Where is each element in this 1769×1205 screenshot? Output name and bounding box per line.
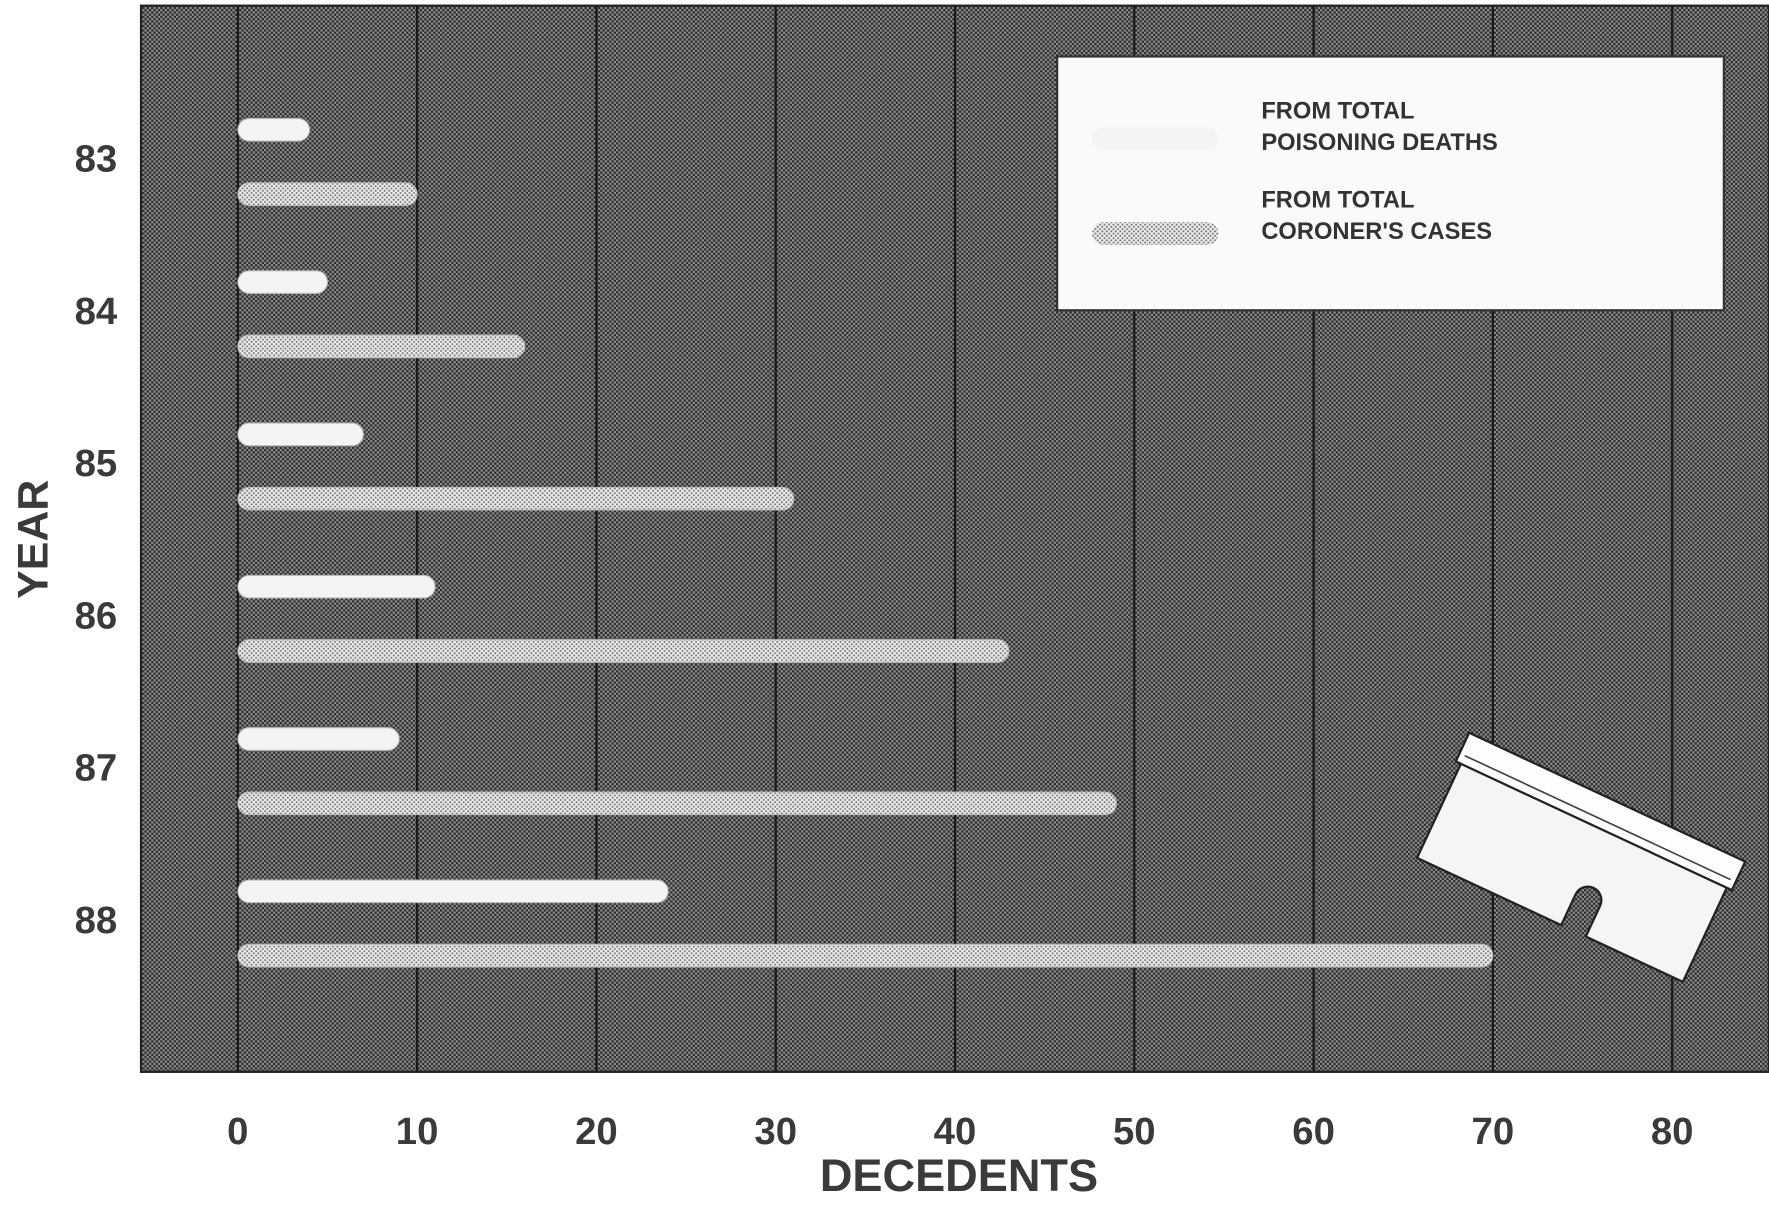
razor-blade-illustration [1415,731,1747,984]
y-tick-label: 88 [75,899,118,942]
bar [237,422,364,447]
bars [237,117,1494,968]
legend-entry: FROM TOTAL POISONING DEATHS [1261,98,1498,156]
bar [237,879,669,904]
x-tick-label: 0 [227,1110,248,1153]
x-tick-label: 60 [1292,1110,1335,1153]
legend-box [1055,55,1726,312]
x-tick-label: 30 [754,1110,797,1153]
bar [237,727,400,751]
bar [237,270,329,294]
legend: FROM TOTAL POISONING DEATHS FROM TOTAL C… [1055,55,1726,312]
y-tick-label: 84 [75,290,118,333]
bar [237,574,436,599]
bar [237,791,1117,816]
x-tick-label: 70 [1472,1110,1515,1153]
y-tick-label: 86 [75,594,118,637]
bar [237,182,418,206]
y-tick-label: 85 [75,442,118,485]
legend-label: FROM TOTAL CORONER'S CASES [1261,187,1493,245]
y-axis-title: YEAR [9,480,57,599]
x-tick-label: 10 [396,1110,439,1153]
x-tick-label: 20 [575,1110,618,1153]
legend-swatch [1092,127,1219,151]
legend-label: FROM TOTAL POISONING DEATHS [1261,98,1498,156]
legend-entry: FROM TOTAL CORONER'S CASES [1261,187,1493,245]
x-tick-label: 40 [934,1110,977,1153]
x-axis-title: DECEDENTS [820,1150,1098,1201]
y-tick-label: 87 [75,747,118,790]
bar [237,639,1010,663]
y-tick-label: 83 [75,138,118,181]
bar [237,486,795,511]
x-tick-label: 50 [1113,1110,1156,1153]
bar [237,943,1494,968]
bar [237,117,311,142]
x-tick-label: 80 [1651,1110,1694,1153]
bar [237,334,526,359]
legend-swatch [1092,222,1219,245]
